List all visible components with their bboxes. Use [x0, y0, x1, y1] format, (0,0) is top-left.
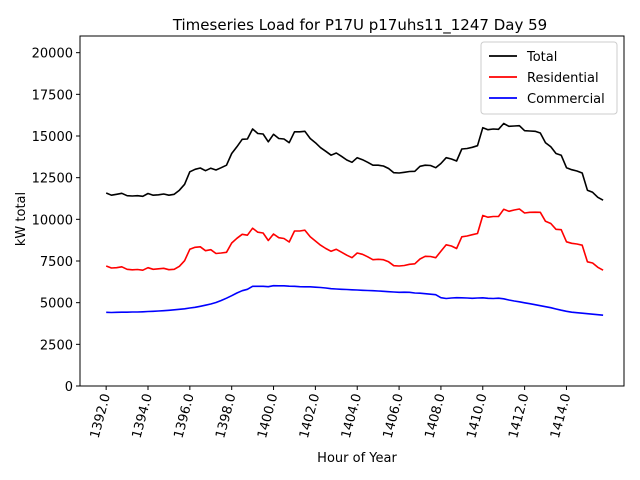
y-tick-label: 17500 [32, 88, 73, 103]
legend-label-commercial: Commercial [527, 92, 605, 107]
chart-title: Timeseries Load for P17U p17uhs11_1247 D… [172, 16, 547, 35]
y-axis: 0 2500 5000 7500 10000 12500 15000 17500 20000 [32, 47, 80, 395]
y-tick-label: 0 [65, 380, 73, 395]
plot-series [105, 122, 604, 316]
y-tick-label: 10000 [32, 213, 73, 228]
plot-area-frame [79, 35, 625, 387]
legend: Total Residential Commercial [480, 41, 618, 115]
y-tick-label: 2500 [40, 338, 73, 353]
y-tick-label: 7500 [40, 255, 73, 270]
y-tick-label: 15000 [32, 130, 73, 145]
series-line-residential [105, 208, 604, 272]
legend-frame [480, 41, 618, 115]
y-axis-label: kW total [14, 192, 29, 246]
series-line-total [105, 122, 604, 201]
series-line-commercial [106, 284, 604, 316]
y-tick-label: 20000 [32, 47, 73, 62]
legend-label-residential: Residential [527, 71, 599, 86]
y-tick-label: 5000 [40, 297, 73, 312]
legend-label-total: Total [526, 50, 557, 65]
x-axis-label: Hour of Year [317, 451, 397, 466]
y-tick-label: 12500 [32, 172, 73, 187]
